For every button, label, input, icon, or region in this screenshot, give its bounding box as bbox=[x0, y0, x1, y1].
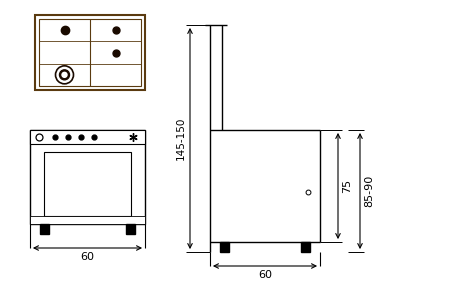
Text: 60: 60 bbox=[81, 252, 94, 262]
Circle shape bbox=[59, 70, 69, 80]
Text: 75: 75 bbox=[342, 179, 352, 193]
Bar bbox=[30, 216, 145, 224]
Bar bbox=[40, 224, 49, 234]
Bar bbox=[30, 130, 145, 144]
Text: 85-90: 85-90 bbox=[364, 175, 374, 207]
Text: 145-150: 145-150 bbox=[176, 117, 186, 160]
Bar bbox=[44, 152, 131, 216]
Circle shape bbox=[62, 72, 67, 77]
Text: 60: 60 bbox=[258, 270, 272, 280]
Bar bbox=[35, 15, 145, 90]
Bar bbox=[30, 130, 145, 224]
Bar bbox=[126, 224, 135, 234]
Bar bbox=[39, 19, 141, 86]
Bar bbox=[220, 242, 229, 252]
Bar bbox=[301, 242, 310, 252]
